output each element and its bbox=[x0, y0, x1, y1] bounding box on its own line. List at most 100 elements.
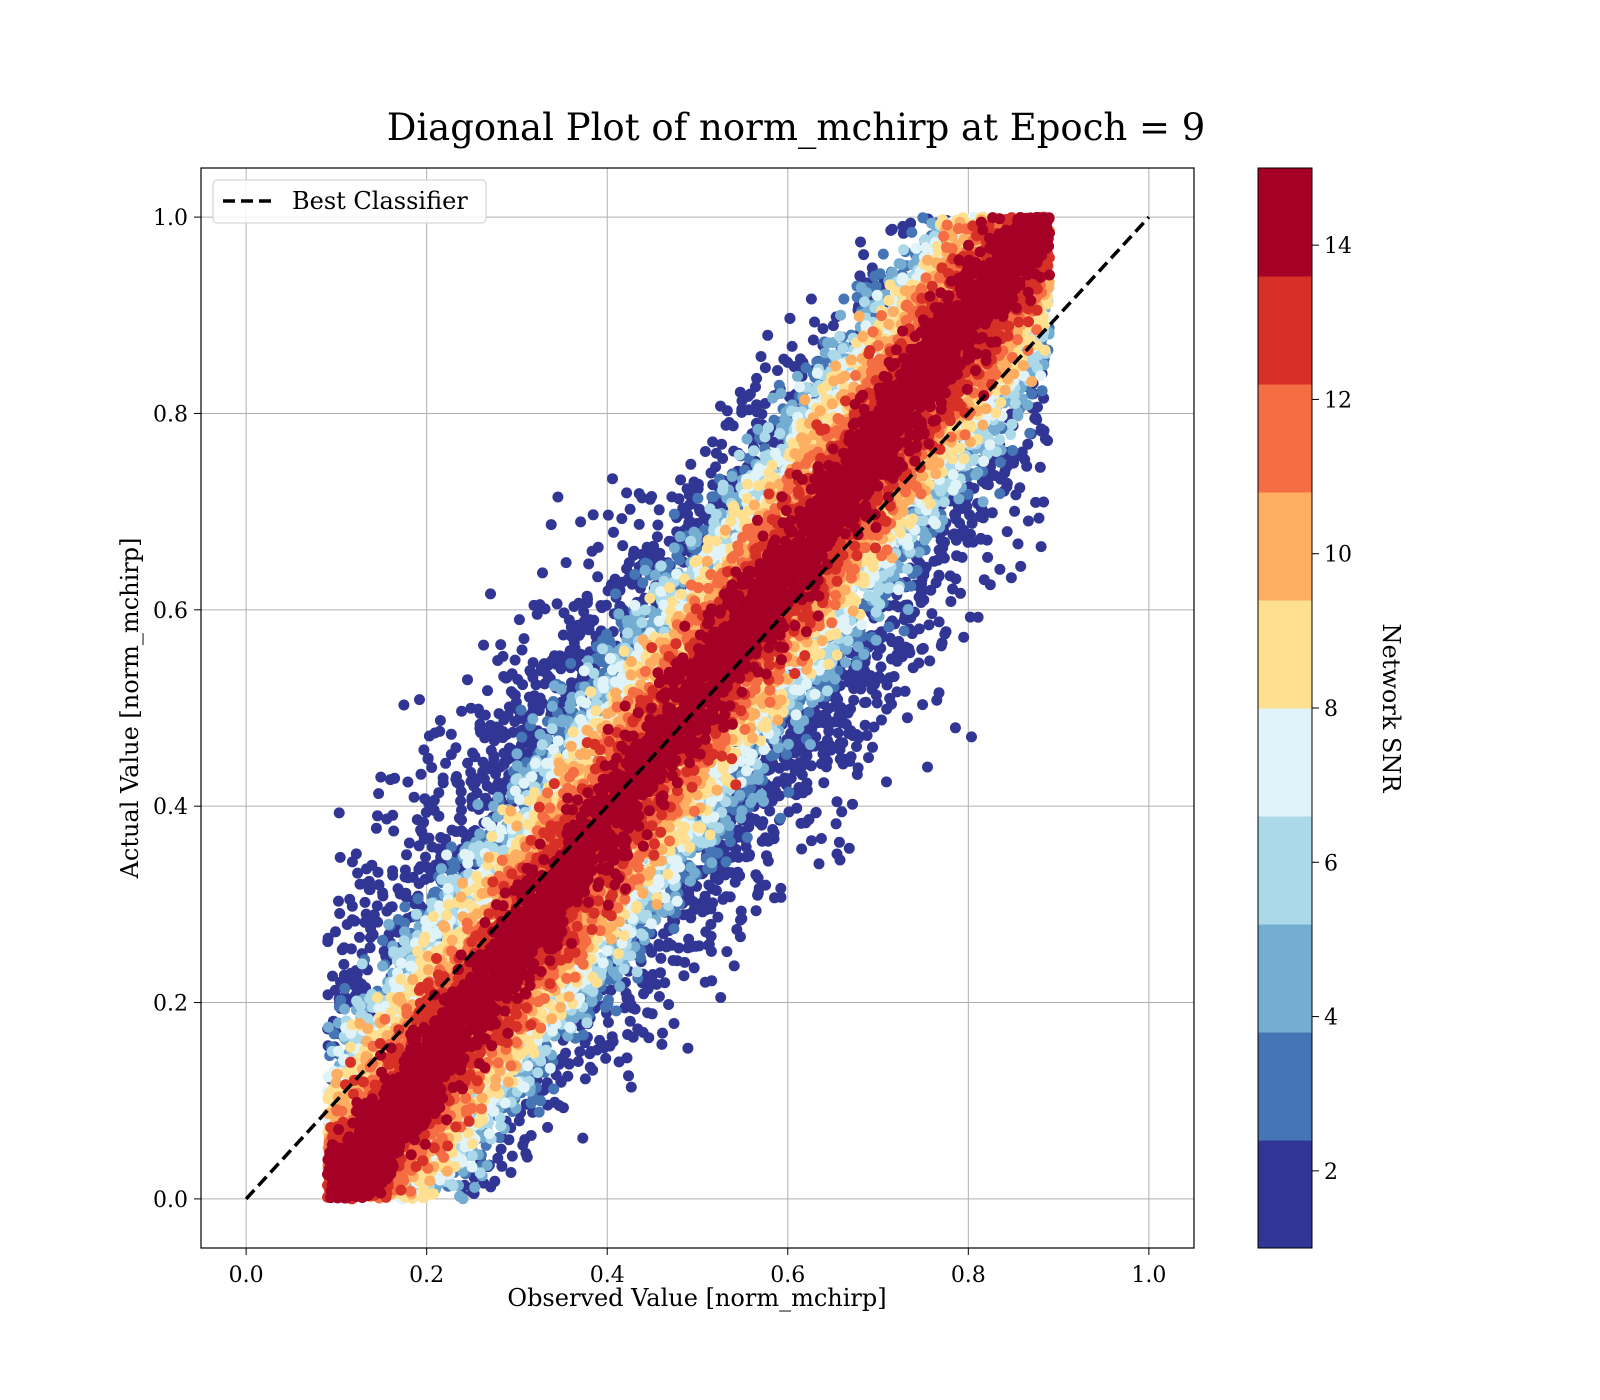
scatter-point bbox=[622, 615, 633, 626]
scatter-point bbox=[767, 781, 778, 792]
scatter-point bbox=[582, 591, 593, 602]
scatter-point bbox=[448, 1180, 459, 1191]
scatter-point bbox=[974, 511, 985, 522]
scatter-point bbox=[916, 644, 927, 655]
scatter-point bbox=[424, 731, 435, 742]
scatter-point bbox=[706, 491, 717, 502]
scatter-point bbox=[855, 237, 866, 248]
scatter-point bbox=[636, 617, 647, 628]
scatter-point bbox=[625, 950, 636, 961]
scatter-point bbox=[922, 762, 933, 773]
scatter-point bbox=[722, 405, 733, 416]
scatter-point bbox=[751, 905, 762, 916]
scatter-point bbox=[570, 643, 581, 654]
scatter-point bbox=[334, 908, 345, 919]
scatter-point bbox=[485, 588, 496, 599]
scatter-point bbox=[547, 701, 558, 712]
scatter-point bbox=[939, 497, 950, 508]
scatter-point bbox=[629, 569, 640, 580]
scatter-point bbox=[863, 752, 874, 763]
scatter-point bbox=[934, 616, 945, 627]
scatter-point bbox=[506, 1167, 517, 1178]
scatter-point bbox=[416, 769, 427, 780]
scatter-point bbox=[600, 1053, 611, 1064]
scatter-point bbox=[412, 814, 423, 825]
scatter-point bbox=[945, 596, 956, 607]
scatter-point bbox=[435, 715, 446, 726]
scatter-point bbox=[785, 313, 796, 324]
scatter-point bbox=[420, 874, 431, 885]
scatter-point bbox=[796, 844, 807, 855]
scatter-point bbox=[858, 677, 869, 688]
scatter-point bbox=[517, 1140, 528, 1151]
scatter-point bbox=[783, 739, 794, 750]
scatter-point bbox=[354, 932, 365, 943]
scatter-point bbox=[668, 923, 679, 934]
scatter-point bbox=[572, 622, 583, 633]
scatter-point bbox=[1036, 541, 1047, 552]
scatter-point bbox=[482, 781, 493, 792]
scatter-point bbox=[703, 940, 714, 951]
scatter-point bbox=[965, 612, 976, 623]
scatter-point bbox=[885, 225, 896, 236]
scatter-point bbox=[831, 818, 842, 829]
scatter-point bbox=[419, 834, 430, 845]
scatter-point bbox=[1006, 572, 1017, 583]
scatter-point bbox=[374, 879, 385, 890]
scatter-point bbox=[498, 651, 509, 662]
scatter-point bbox=[580, 1073, 591, 1084]
scatter-point bbox=[950, 722, 961, 733]
scatter-point bbox=[1024, 428, 1035, 439]
scatter-point bbox=[1042, 435, 1053, 446]
scatter-point bbox=[840, 657, 851, 668]
scatter-point bbox=[881, 776, 892, 787]
scatter-point bbox=[873, 671, 884, 682]
scatter-point bbox=[741, 851, 752, 862]
scatter-point bbox=[727, 471, 738, 482]
scatter-point bbox=[578, 606, 589, 617]
scatter-point bbox=[700, 446, 711, 457]
scatter-point bbox=[828, 320, 839, 331]
scatter-point bbox=[654, 991, 665, 1002]
scatter-point bbox=[387, 870, 398, 881]
scatter-point bbox=[833, 728, 844, 739]
scatter-point bbox=[829, 716, 840, 727]
scatter-point bbox=[818, 777, 829, 788]
scatter-point bbox=[792, 371, 803, 382]
scatter-point bbox=[507, 668, 518, 679]
scatter-point bbox=[706, 857, 717, 868]
scatter-point bbox=[852, 769, 863, 780]
scatter-point bbox=[775, 883, 786, 894]
scatter-point bbox=[632, 966, 643, 977]
scatter-point bbox=[731, 924, 742, 935]
scatter-point bbox=[726, 867, 737, 878]
scatter-point bbox=[565, 658, 576, 669]
scatter-point bbox=[577, 1133, 588, 1144]
scatter-point bbox=[947, 584, 958, 595]
scatter-point bbox=[816, 833, 827, 844]
scatter-point bbox=[936, 640, 947, 651]
scatter-point bbox=[1013, 538, 1024, 549]
scatter-point bbox=[742, 434, 753, 445]
scatter-point bbox=[625, 1016, 636, 1027]
scatter-point bbox=[714, 871, 725, 882]
scatter-point bbox=[1036, 423, 1047, 434]
scatter-point bbox=[958, 632, 969, 643]
scatter-point bbox=[537, 698, 548, 709]
scatter-point bbox=[467, 1162, 478, 1173]
scatter-point bbox=[789, 361, 800, 372]
scatter-point bbox=[614, 1056, 625, 1067]
scatter-point bbox=[484, 763, 495, 774]
scatter-point bbox=[805, 739, 816, 750]
scatter-point bbox=[446, 729, 457, 740]
scatter-point bbox=[675, 531, 686, 542]
scatter-point bbox=[715, 992, 726, 1003]
scatter-point bbox=[950, 573, 961, 584]
scatter-point bbox=[372, 900, 383, 911]
scatter-point bbox=[756, 789, 767, 800]
scatter-point bbox=[685, 459, 696, 470]
scatter-point bbox=[640, 565, 651, 576]
scatter-point bbox=[351, 848, 362, 859]
scatter-point bbox=[655, 967, 666, 978]
scatter-point bbox=[467, 775, 478, 786]
